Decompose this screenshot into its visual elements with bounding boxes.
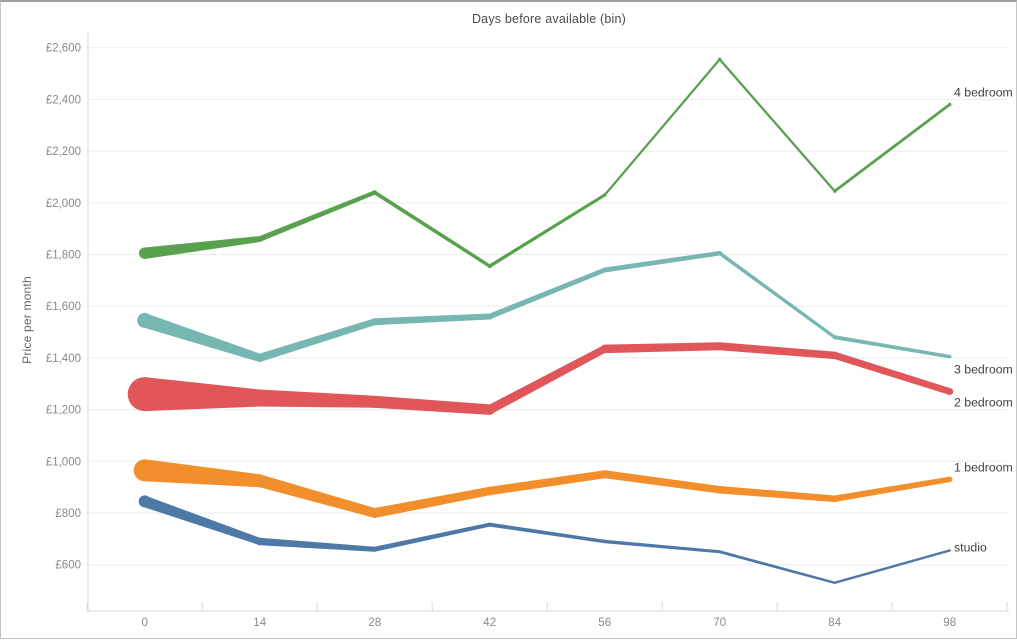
x-tick-label: 84 [828,617,841,629]
series-vertex[interactable] [947,354,952,359]
series-vertex[interactable] [371,318,379,326]
y-tick-label: £2,400 [46,94,81,106]
series-vertex[interactable] [255,353,264,363]
series-vertex[interactable] [485,486,494,496]
series-vertex[interactable] [369,508,380,518]
series-label-studio: studio [954,540,987,554]
series-label-1-bedroom: 1 bedroom [954,460,1013,474]
series-vertex[interactable] [602,267,608,273]
series-label-2-bedroom: 2 bedroom [954,396,1013,410]
series-vertex[interactable] [127,377,162,412]
series-vertex[interactable] [368,395,381,408]
x-tick-label: 70 [713,617,726,629]
x-tick-label: 56 [598,617,611,629]
y-tick-label: £600 [55,560,81,572]
series-vertex[interactable] [830,351,839,360]
series-vertex[interactable] [946,476,953,483]
series-vertex[interactable] [133,459,156,482]
series-vertex[interactable] [372,190,377,195]
series-vertex[interactable] [253,474,267,488]
series-vertex[interactable] [138,495,151,508]
series-path[interactable] [144,342,950,415]
series-vertex[interactable] [600,470,609,479]
series-path[interactable] [144,459,950,518]
series-vertex[interactable] [138,247,151,259]
y-tick-label: £1,600 [46,301,81,313]
series-vertex[interactable] [602,193,607,197]
series-path[interactable] [144,57,950,269]
series-vertex[interactable] [946,388,954,396]
series-path[interactable] [144,495,950,584]
series-label-3-bedroom: 3 bedroom [954,363,1013,377]
series-vertex[interactable] [487,522,492,527]
series-vertex[interactable] [717,250,722,256]
x-axis-title: Days before available (bin) [471,12,627,26]
series-vertex[interactable] [372,546,378,552]
series-vertex[interactable] [832,189,837,193]
series-vertex[interactable] [715,485,724,494]
series-vertex[interactable] [947,102,952,107]
x-tick-label: 0 [141,617,147,629]
y-tick-label: £800 [55,508,81,520]
series-vertex[interactable] [486,313,493,320]
series-path[interactable] [144,251,950,363]
series-label-4-bedroom: 4 bedroom [954,86,1013,100]
x-tick-label: 42 [483,617,496,629]
x-tick-label: 28 [368,617,381,629]
x-tick-label: 14 [253,617,266,629]
series-vertex[interactable] [718,550,722,554]
y-tick-label: £1,400 [46,353,81,365]
y-tick-label: £1,000 [46,456,81,468]
x-tick-label: 98 [943,617,956,629]
series-vertex[interactable] [832,335,837,340]
series-vertex[interactable] [602,539,607,544]
series-line-3-bedroom[interactable] [137,250,952,363]
y-tick-label: £2,200 [46,146,81,158]
y-tick-label: £2,600 [46,43,81,55]
y-tick-label: £1,200 [46,405,81,417]
series-vertex[interactable] [487,264,492,269]
series-vertex[interactable] [833,581,836,585]
y-tick-label: £2,000 [46,198,81,210]
y-tick-label: £1,800 [46,250,81,262]
series-vertex[interactable] [256,235,263,242]
series-line-studio[interactable] [138,495,951,585]
series-line-1-bedroom[interactable] [133,459,953,518]
series-vertex[interactable] [600,344,609,354]
series-vertex[interactable] [717,57,722,62]
series-line-4-bedroom[interactable] [138,57,952,269]
series-vertex[interactable] [137,312,153,328]
series-line-2-bedroom[interactable] [127,342,954,415]
series-vertex[interactable] [255,537,264,546]
series-vertex[interactable] [484,404,495,415]
series-vertex[interactable] [831,495,838,503]
series-vertex[interactable] [715,342,724,351]
series-vertex[interactable] [948,549,951,552]
series-vertex[interactable] [251,389,269,407]
